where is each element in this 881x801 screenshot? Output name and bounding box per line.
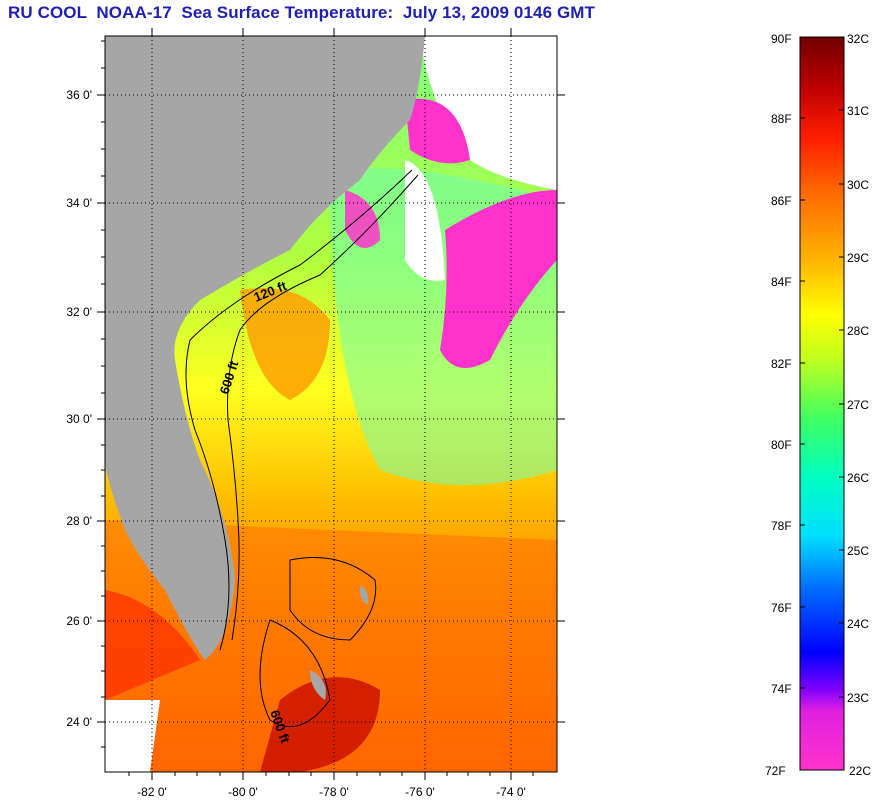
lat-label: 36 0' <box>66 88 92 102</box>
lon-ticks <box>128 28 534 780</box>
colorbar-c-label: 27C <box>847 398 870 412</box>
cloud-patch-south <box>105 700 160 772</box>
island-bahamas-1 <box>310 670 326 700</box>
colorbar-c-label: 25C <box>847 544 870 558</box>
island-bahamas-2 <box>359 585 369 605</box>
magenta-patch-2 <box>440 190 557 368</box>
colorbar-f-label: 82F <box>771 357 792 371</box>
colorbar-f-label: 76F <box>771 601 792 615</box>
graticule <box>105 36 557 772</box>
lat-ticks <box>97 40 565 748</box>
land-southeast-us <box>105 36 425 660</box>
colorbar-c-label: 23C <box>847 691 870 705</box>
colorbar-c-label: 26C <box>847 471 870 485</box>
warm-water-patch <box>240 288 330 400</box>
colorbar-f-label: 86F <box>771 194 792 208</box>
colorbar-ticks <box>800 36 844 771</box>
colorbar-c-label: 22C <box>849 764 872 778</box>
lat-label: 32 0' <box>66 305 92 319</box>
lon-label: -78 0' <box>319 785 349 799</box>
lon-label: -80 0' <box>228 785 258 799</box>
contour-120ft <box>185 169 413 651</box>
cloud-patch-north <box>420 36 557 190</box>
colorbar-c-label: 29C <box>847 251 870 265</box>
contour-bahamas <box>259 557 377 728</box>
colorbar-f-label: 74F <box>771 682 792 696</box>
lat-label: 24 0' <box>66 715 92 729</box>
magenta-patch-1 <box>405 98 470 164</box>
hot-patch-bahamas <box>260 677 380 772</box>
lat-label: 28 0' <box>66 514 92 528</box>
colorbar-c-label: 31C <box>847 104 870 118</box>
colorbar-f-label: 72F <box>765 764 786 778</box>
colorbar-c-label: 24C <box>847 617 870 631</box>
lon-label: -76 0' <box>405 785 435 799</box>
map-frame <box>104 35 558 773</box>
lat-label: 34 0' <box>66 196 92 210</box>
colorbar-c-label: 28C <box>847 324 870 338</box>
colorbar-f-label: 84F <box>771 275 792 289</box>
lat-label: 30 0' <box>66 412 92 426</box>
colorbar-f-label: 80F <box>771 438 792 452</box>
colorbar-f-label: 88F <box>771 112 792 126</box>
lat-label: 26 0' <box>66 614 92 628</box>
colorbar <box>799 36 845 771</box>
magenta-patch-3 <box>345 190 380 248</box>
page-title: RU COOL NOAA-17 Sea Surface Temperature:… <box>8 3 596 22</box>
lon-label: -74 0' <box>496 785 526 799</box>
colorbar-c-label: 30C <box>847 178 870 192</box>
colorbar-f-label: 90F <box>771 32 792 46</box>
colorbar-c-label: 32C <box>847 32 870 46</box>
contour-600ft <box>227 174 419 641</box>
lon-label: -82 0' <box>137 785 167 799</box>
colorbar-f-label: 78F <box>771 519 792 533</box>
